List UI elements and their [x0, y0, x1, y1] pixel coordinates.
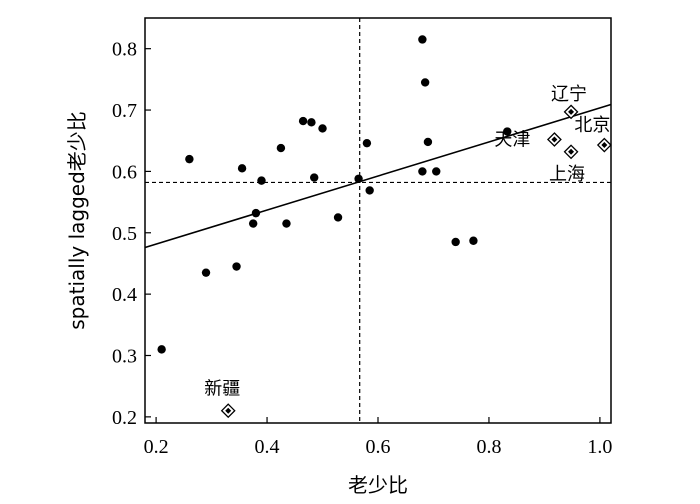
x-tick-label: 1.0	[587, 436, 612, 458]
highlight-label: 上海	[549, 164, 585, 185]
data-point	[201, 268, 211, 277]
data-point	[157, 345, 166, 354]
highlight-point	[596, 137, 612, 153]
data-point	[298, 116, 308, 126]
data-point	[248, 219, 258, 228]
data-point	[237, 164, 247, 173]
x-tick-label: 0.6	[366, 436, 391, 458]
highlight-marker-inner	[551, 136, 558, 143]
data-point	[282, 219, 291, 228]
data-point	[432, 167, 441, 176]
highlight-point	[546, 132, 562, 147]
x-tick-label: 0.4	[255, 436, 280, 458]
data-point	[232, 262, 241, 271]
highlight-label: 辽宁	[551, 84, 587, 105]
data-point	[333, 213, 343, 222]
highlight-point	[220, 403, 236, 419]
y-tick-label: 0.6	[112, 161, 137, 183]
data-point	[257, 176, 266, 185]
regression-line	[144, 103, 612, 249]
highlight-label: 新疆	[204, 379, 240, 400]
highlight-marker-inner	[568, 108, 575, 115]
data-point	[354, 174, 363, 183]
data-point	[503, 127, 512, 136]
y-axis-label: spatially lagged老少比	[65, 111, 89, 330]
data-point	[418, 35, 427, 44]
highlight-point	[563, 104, 579, 120]
y-tick-label: 0.5	[112, 223, 137, 245]
data-point	[423, 137, 433, 147]
data-point	[469, 236, 478, 245]
x-tick-label: 0.8	[476, 436, 501, 458]
data-point	[318, 124, 327, 133]
highlight-marker-inner	[601, 142, 608, 149]
y-tick-label: 0.3	[112, 346, 137, 368]
data-point	[307, 118, 316, 127]
data-point	[365, 186, 374, 195]
y-tick-label: 0.8	[112, 39, 137, 61]
data-point	[451, 237, 460, 247]
data-point	[420, 78, 430, 87]
data-point	[310, 173, 319, 182]
y-tick-label: 0.4	[112, 284, 137, 306]
plot-frame	[144, 17, 612, 424]
highlight-label: 北京	[574, 115, 610, 136]
y-tick-label: 0.2	[112, 407, 137, 429]
x-tick-label: 0.2	[144, 436, 169, 458]
data-point	[251, 208, 261, 218]
x-axis-label: 老少比	[348, 473, 408, 497]
highlight-label: 天津	[494, 130, 530, 151]
data-point	[276, 143, 286, 153]
y-tick-label: 0.7	[112, 100, 137, 122]
data-point	[185, 154, 194, 164]
highlight-marker-inner	[225, 407, 232, 414]
highlight-point	[563, 144, 579, 160]
highlight-marker-inner	[568, 148, 575, 155]
data-point	[418, 167, 427, 176]
data-point	[362, 138, 372, 148]
